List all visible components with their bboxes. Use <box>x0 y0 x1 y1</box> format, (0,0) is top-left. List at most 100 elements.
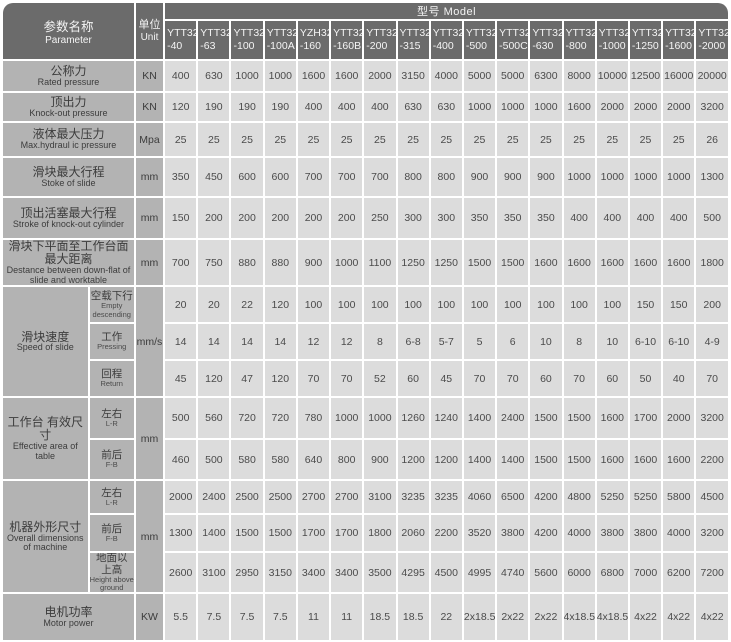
value-cell: 25 <box>297 123 330 156</box>
value-cell: 200 <box>696 287 728 323</box>
value-cell: 3235 <box>397 481 429 514</box>
value-cell: 10 <box>596 324 628 360</box>
model-name: YTT32 <box>266 27 296 40</box>
value-cell: 5000 <box>497 61 529 91</box>
value-cell: 100 <box>297 287 330 323</box>
value-cell: 2200 <box>696 440 728 480</box>
value-cell: 500 <box>165 398 197 439</box>
model-cell: YTT32 -630 <box>530 21 562 59</box>
value-cell: 6-8 <box>397 324 429 360</box>
value-cell: 1000 <box>463 93 496 121</box>
unit-cell: mm <box>135 398 164 480</box>
param-name-en: Destance between down-flat of slide and … <box>6 264 131 285</box>
value-cell: 11 <box>297 594 330 641</box>
table-row: 滑块下平面至工作台面最大距离 Destance between down-fla… <box>3 240 728 286</box>
value-cell: 400 <box>629 198 662 238</box>
value-cell: 18.5 <box>364 594 396 641</box>
value-cell: 4x22 <box>663 594 695 641</box>
value-cell: 5800 <box>663 481 695 514</box>
value-cell: 720 <box>231 398 263 439</box>
header-top-row: 参数名称 Parameter 单位 Unit 型号 Model <box>3 3 728 59</box>
sub-label-zh: 地面以 上高 <box>95 553 128 576</box>
model-cell: YTT32 -1600 <box>663 21 695 59</box>
value-cell: 1000 <box>331 240 363 286</box>
value-cell: 5-7 <box>430 324 462 360</box>
value-cell: 3800 <box>497 515 529 552</box>
value-cell: 1600 <box>297 61 330 91</box>
value-cell: 4740 <box>497 553 529 593</box>
model-cell: YTT32 -100A <box>264 21 296 59</box>
value-cell: 14 <box>231 324 263 360</box>
table-row: 回程 Return 45 120 47 120 70 70 52 60 45 70 70 60 70 60… <box>3 361 728 397</box>
param-name-en: Motor power <box>43 617 94 628</box>
model-cell: YTT32 -1250 <box>629 21 662 59</box>
param-cell: 公称力 Rated pressure <box>3 61 134 91</box>
value-cell: 6 <box>497 324 529 360</box>
value-cell: 580 <box>264 440 296 480</box>
model-name: YTT32 <box>665 27 695 40</box>
sub-label-zh: 左右 <box>101 407 123 420</box>
value-cell: 1000 <box>530 93 562 121</box>
param-name-zh: 液体最大压力 <box>32 127 105 142</box>
param-name-zh: 顶出活塞最大行程 <box>20 205 117 220</box>
value-cell: 630 <box>198 61 230 91</box>
model-suffix: -63 <box>200 40 216 52</box>
value-cell: 1600 <box>530 240 562 286</box>
table-row: 机器外形尺寸 Overall dimensions of machine 左右 … <box>3 481 728 593</box>
param-name-zh: 机器外形尺寸 <box>9 519 82 534</box>
value-cell: 2500 <box>264 481 296 514</box>
value-cell: 1600 <box>596 398 628 439</box>
param-cell: 顶出力 Knock-out pressure <box>3 93 134 121</box>
value-cell: 6800 <box>596 553 628 593</box>
value-cell: 4x22 <box>696 594 728 641</box>
sub-label-en: Height above ground <box>89 575 134 593</box>
value-cell: 5 <box>463 324 496 360</box>
value-cell: 200 <box>198 198 230 238</box>
value-cell: 7.5 <box>198 594 230 641</box>
model-suffix: -100A <box>266 40 295 52</box>
sub-label-zh: 空载下行 <box>90 290 133 303</box>
value-cell: 1200 <box>397 440 429 480</box>
model-suffix: -315 <box>399 40 421 52</box>
value-cell: 200 <box>297 198 330 238</box>
table-row: 顶出力 Knock-out pressure KN 120 190 190 190 400… <box>3 93 728 121</box>
value-cell: 4000 <box>663 515 695 552</box>
value-cell: 2600 <box>165 553 197 593</box>
value-cell: 200 <box>264 198 296 238</box>
value-cell: 1700 <box>629 398 662 439</box>
param-cell: 滑块最大行程 Stoke of slide <box>3 158 134 196</box>
sub-label-zh: 前后 <box>101 522 123 535</box>
sub-label-en: Return <box>100 379 123 389</box>
value-cell: 1600 <box>596 240 628 286</box>
param-name-en: Stoke of slide <box>41 177 96 188</box>
value-cell: 1500 <box>530 440 562 480</box>
value-cell: 2x18.5 <box>463 594 496 641</box>
model-suffix: -200 <box>366 40 388 52</box>
value-cell: 25 <box>231 123 263 156</box>
value-cell: 2500 <box>231 481 263 514</box>
value-cell: 600 <box>264 158 296 196</box>
value-cell: 1400 <box>463 398 496 439</box>
value-cell: 2700 <box>297 481 330 514</box>
value-cell: 22 <box>430 594 462 641</box>
param-name-en: Overall dimensions of machine <box>7 532 84 553</box>
value-cell: 120 <box>264 361 296 397</box>
model-suffix: -1600 <box>665 40 692 52</box>
table-row: 前后 F-B 1300 1400 1500 1500 1700 1700 1800 2060 2… <box>3 515 728 552</box>
value-cell: 70 <box>297 361 330 397</box>
value-cell: 560 <box>198 398 230 439</box>
value-cell: 1600 <box>629 240 662 286</box>
sub-label-en: L-R <box>105 418 118 428</box>
value-cell: 1500 <box>563 440 595 480</box>
value-cell: 2000 <box>364 61 396 91</box>
value-cell: 880 <box>264 240 296 286</box>
value-cell: 5.5 <box>165 594 197 641</box>
model-suffix: -1000 <box>598 40 626 52</box>
param-cell: 顶出活塞最大行程 Stroke of knock-out cylinder <box>3 198 134 238</box>
param-name-zh: 电机功率 <box>44 604 93 619</box>
value-cell: 50 <box>629 361 662 397</box>
value-cell: 1400 <box>497 440 529 480</box>
unit-cell: KN <box>135 61 164 91</box>
value-cell: 630 <box>430 93 462 121</box>
value-cell: 14 <box>264 324 296 360</box>
